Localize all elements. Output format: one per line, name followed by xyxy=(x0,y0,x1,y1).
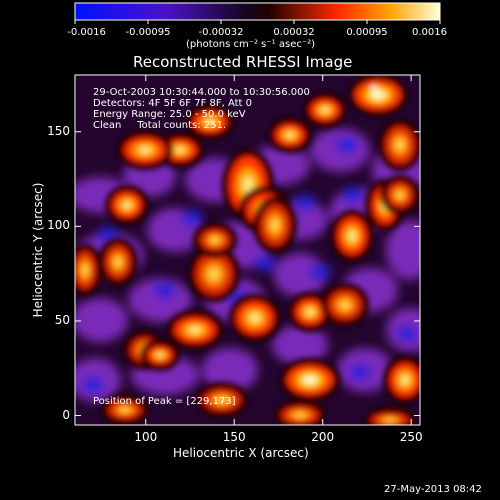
y-tick-label: 100 xyxy=(47,218,70,233)
footer-timestamp: 27-May-2013 08:42 xyxy=(384,484,482,495)
annotation-energy-range: Energy Range: 25.0 - 50.0 keV xyxy=(93,109,246,120)
x-tick-label: 100 xyxy=(134,430,158,444)
x-tick-label: 250 xyxy=(399,430,423,444)
x-axis-label: Heliocentric X (arcsec) xyxy=(173,446,309,460)
annotation-detectors: Detectors: 4F 5F 6F 7F 8F, Att 0 xyxy=(93,98,253,109)
y-tick-label: 150 xyxy=(47,123,70,138)
colorbar xyxy=(74,2,441,21)
colorbar-tick-label: 0.00032 xyxy=(273,27,315,38)
y-tick-label: 0 xyxy=(62,407,70,422)
x-tick-label: 200 xyxy=(311,430,335,444)
y-tick-label: 50 xyxy=(54,312,70,327)
colorbar-ticks xyxy=(74,20,441,24)
chart-title: Reconstructed RHESSI Image xyxy=(133,53,353,71)
colorbar-unit-label: (photons cm⁻² s⁻¹ asec⁻²) xyxy=(186,39,316,50)
annotation-clean-counts: Clean Total counts: 251. xyxy=(93,120,227,131)
colorbar-tick-label: 0.00095 xyxy=(346,27,388,38)
annotation-time-range: 29-Oct-2003 10:30:44.000 to 10:30:56.000 xyxy=(93,87,310,98)
plot-frame xyxy=(74,74,421,426)
colorbar-tick-label: -0.0016 xyxy=(67,27,106,38)
colorbar-tick-label: 0.0016 xyxy=(412,27,447,38)
y-axis-label: Heliocentric Y (arcsec) xyxy=(31,182,45,318)
colorbar-tick-label: -0.00095 xyxy=(125,27,171,38)
peak-marker xyxy=(371,85,377,92)
colorbar-tick-label: -0.00032 xyxy=(198,27,244,38)
heatmap-image xyxy=(75,75,420,425)
x-tick-label: 150 xyxy=(222,430,246,444)
peak-position-label: Position of Peak = [229,173] xyxy=(93,396,236,407)
axis-ticks xyxy=(75,75,420,425)
